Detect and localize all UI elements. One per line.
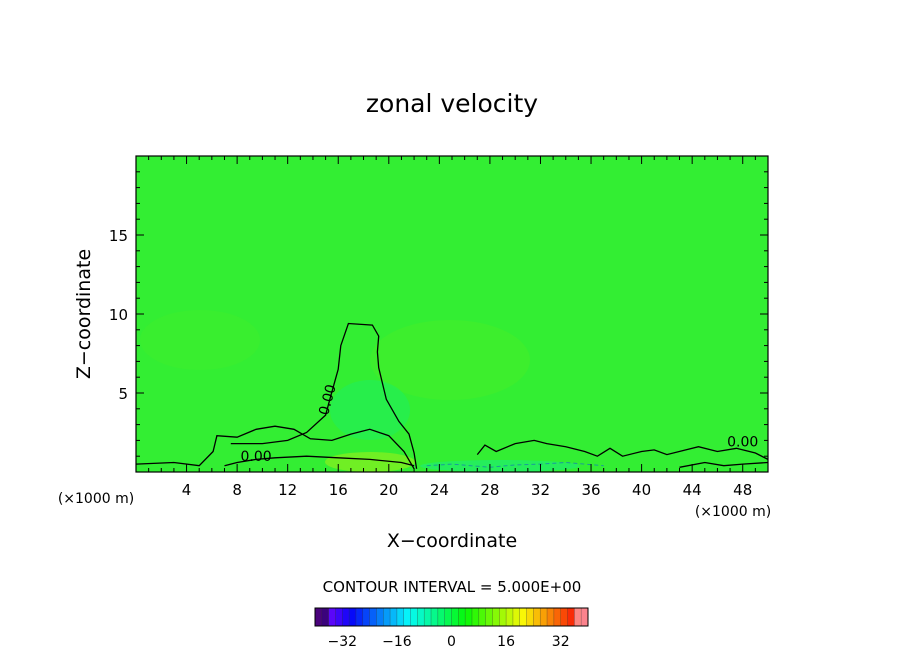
colorbar-swatch <box>465 608 473 626</box>
colorbar-tick-label: −32 <box>328 634 358 650</box>
colorbar-swatch <box>410 608 418 626</box>
colorbar-swatch <box>478 608 486 626</box>
colorbar-swatch <box>451 608 459 626</box>
colorbar-swatch <box>376 608 384 626</box>
colorbar-tick-labels: −32 −16 0 16 32 <box>328 634 570 650</box>
x-tick-label: 28 <box>480 481 499 499</box>
colorbar-tick-label: 0 <box>447 634 456 650</box>
colorbar-swatch <box>567 608 575 626</box>
y-tick-label: 10 <box>109 306 128 324</box>
colorbar-swatch <box>383 608 391 626</box>
colorbar-swatch <box>437 608 445 626</box>
x-tick-label: 48 <box>733 481 752 499</box>
colorbar-swatch <box>342 608 350 626</box>
contour-label: 0.00 <box>240 449 271 465</box>
colorbar-swatch <box>431 608 439 626</box>
x-tick-label: 12 <box>278 481 297 499</box>
contour-label: 0.00 <box>316 383 340 417</box>
x-tick-label: 8 <box>232 481 242 499</box>
x-axis-label: X−coordinate <box>387 530 517 552</box>
field-patch-positive <box>325 452 415 472</box>
x-tick-label: 44 <box>683 481 702 499</box>
colorbar-swatch <box>547 608 555 626</box>
colorbar-swatch <box>424 608 432 626</box>
x-tick-label: 16 <box>329 481 348 499</box>
colorbar-swatch <box>533 608 541 626</box>
colorbar <box>314 607 589 627</box>
colorbar-swatch <box>321 608 329 626</box>
colorbar-swatch <box>540 608 548 626</box>
colorbar-swatch <box>485 608 493 626</box>
field-patch <box>370 320 530 400</box>
colorbar-swatch <box>526 608 534 626</box>
colorbar-swatch <box>403 608 411 626</box>
x-tick-label: 24 <box>430 481 449 499</box>
x-unit-left: (×1000 m) <box>58 491 134 507</box>
colorbar-swatch <box>328 608 336 626</box>
colorbar-swatch <box>560 608 568 626</box>
contour-line-zero <box>224 455 415 467</box>
colorbar-swatch <box>396 608 405 626</box>
y-axis-label: Z−coordinate <box>73 249 95 379</box>
colorbar-swatch <box>506 608 514 626</box>
x-unit-right: (×1000 m) <box>695 504 771 520</box>
contour-interval-text: CONTOUR INTERVAL = 5.000E+00 <box>323 578 582 596</box>
x-tick-label: 4 <box>182 481 192 499</box>
velocity-field <box>136 156 768 472</box>
colorbar-swatch <box>574 608 582 626</box>
colorbar-swatch <box>444 608 452 626</box>
field-patch-weak-negative <box>330 380 410 440</box>
x-tick-label: 32 <box>531 481 550 499</box>
contour-line-zero <box>476 439 768 460</box>
colorbar-tick-label: 16 <box>497 634 515 650</box>
contour-labels: 0.00 0.00 0.00 <box>240 383 758 465</box>
colorbar-swatch <box>519 608 527 626</box>
contour-lines <box>136 322 768 470</box>
contour-line-negative <box>426 461 604 468</box>
colorbar-tick-label: −16 <box>382 634 412 650</box>
y-tick-label: 5 <box>118 385 128 403</box>
colorbar-swatch <box>315 608 323 626</box>
colorbar-swatch <box>512 608 521 626</box>
x-tick-label: 40 <box>632 481 651 499</box>
colorbar-swatch <box>390 608 398 626</box>
field-background <box>136 156 768 472</box>
colorbar-swatch <box>458 608 466 626</box>
colorbar-swatch <box>471 608 480 626</box>
x-axis-ticks: 4 8 12 16 20 24 28 32 36 40 44 48 <box>148 156 756 499</box>
colorbar-swatch <box>355 608 364 626</box>
colorbar-swatch <box>553 608 561 626</box>
colorbar-swatch <box>499 608 507 626</box>
contour-line-zero <box>230 322 418 469</box>
contour-label: 0.00 <box>727 435 758 451</box>
x-tick-label: 20 <box>379 481 398 499</box>
colorbar-swatch <box>492 608 500 626</box>
x-tick-label: 36 <box>581 481 600 499</box>
colorbar-swatch <box>349 608 357 626</box>
colorbar-frame <box>314 607 589 627</box>
colorbar-swatch <box>369 608 377 626</box>
y-tick-label: 15 <box>109 227 128 245</box>
colorbar-swatch <box>581 608 589 626</box>
colorbar-swatch <box>362 608 370 626</box>
colorbar-tick-label: 32 <box>552 634 570 650</box>
colorbar-swatch <box>335 608 343 626</box>
field-patch <box>140 310 260 370</box>
chart-title: zonal velocity <box>366 89 538 118</box>
colorbar-swatch <box>417 608 425 626</box>
contour-line-zero <box>679 461 768 468</box>
contour-line-zero <box>136 425 415 470</box>
y-axis-ticks: 5 10 15 <box>109 171 768 457</box>
